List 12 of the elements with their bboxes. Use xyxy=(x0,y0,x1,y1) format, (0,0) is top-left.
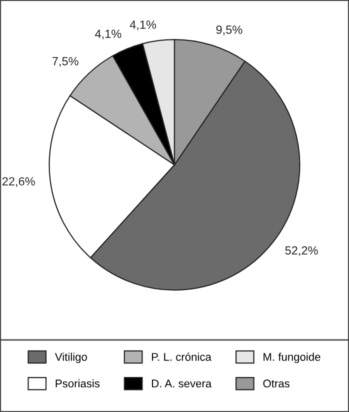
legend-label: Vitiligo xyxy=(54,352,87,364)
legend-label: Otras xyxy=(263,380,290,388)
data-label: 4,1% xyxy=(130,20,156,30)
data-label: 4,1% xyxy=(94,30,122,40)
data-label: 7,5% xyxy=(52,57,78,67)
data-label: 9,5% xyxy=(216,26,242,36)
data-label: 52,2% xyxy=(285,246,318,256)
legend-label: P. L. crónica xyxy=(152,352,212,361)
legend-label: D. A. severa xyxy=(152,380,212,388)
data-label: 22,6% xyxy=(2,177,35,187)
legend-label: M. fungoide xyxy=(264,352,320,364)
legend-label: Psoriasis xyxy=(56,379,100,388)
